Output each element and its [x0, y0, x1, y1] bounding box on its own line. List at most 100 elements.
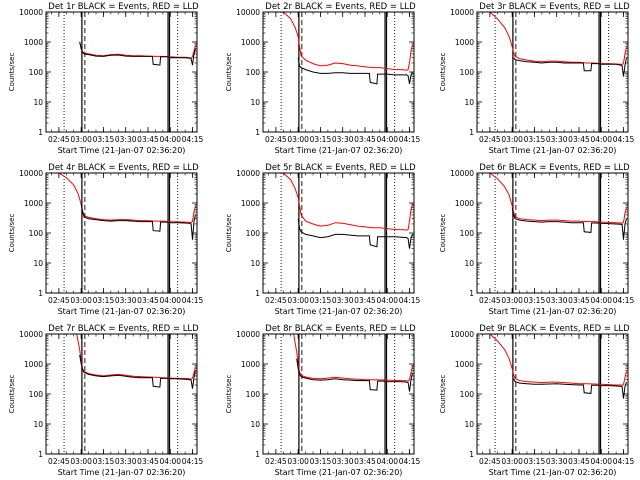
plot-frame	[45, 11, 198, 133]
series-line-events	[513, 57, 627, 77]
x-axis-label: Start Time (21-Jan-07 02:36:20)	[58, 307, 186, 316]
x-tick-label: 03:15	[310, 457, 332, 466]
y-tick-label: 10000	[19, 8, 43, 17]
y-tick-label: 100	[29, 390, 44, 399]
y-tick-label: 1	[469, 128, 474, 137]
y-tick-label: 10	[33, 420, 43, 429]
series-line-lld	[293, 334, 413, 382]
x-tick-label: 03:00	[70, 135, 92, 144]
series-line-events	[80, 204, 196, 240]
x-tick-label: 03:00	[501, 457, 523, 466]
x-tick-label: 03:00	[501, 296, 523, 305]
x-tick-label: 04:15	[613, 135, 635, 144]
x-tick-label: 02:45	[479, 296, 501, 305]
x-tick-label: 04:15	[613, 296, 635, 305]
series-line-events	[79, 41, 196, 66]
chart-panel-4: Det 4r BLACK = Events, RED = LLD Counts/s…	[8, 163, 204, 316]
chart-title: Det 4r BLACK = Events, RED = LLD	[48, 163, 199, 173]
y-tick-label: 1000	[455, 360, 474, 369]
y-tick-label: 100	[246, 229, 261, 238]
y-tick-label: 1000	[241, 360, 260, 369]
y-tick-label: 10000	[450, 330, 474, 339]
y-tick-label: 10	[250, 420, 260, 429]
x-tick-label: 03:15	[93, 457, 115, 466]
series-group	[489, 173, 627, 240]
y-tick-label: 10000	[236, 8, 260, 17]
y-tick-label: 1	[38, 128, 43, 137]
series-line-events	[297, 57, 413, 85]
x-tick-label: 03:45	[137, 457, 159, 466]
x-axis-label: Start Time (21-Jan-07 02:36:20)	[275, 307, 403, 316]
chart-panel-3: Det 3r BLACK = Events, RED = LLD Counts/s…	[439, 2, 635, 155]
x-tick-label: 04:15	[399, 135, 421, 144]
plot-frame	[476, 172, 629, 294]
x-tick-label: 04:15	[613, 457, 635, 466]
x-tick-label: 03:15	[524, 457, 546, 466]
x-tick-label: 03:00	[287, 135, 309, 144]
x-tick-label: 03:30	[332, 296, 354, 305]
y-tick-label: 10000	[236, 330, 260, 339]
x-tick-label: 04:00	[590, 457, 612, 466]
x-tick-label: 03:45	[354, 457, 376, 466]
series-group	[293, 334, 413, 392]
y-tick-label: 10	[250, 259, 260, 268]
x-tick-label: 03:30	[546, 135, 568, 144]
y-axis-label: Counts/sec	[8, 375, 16, 414]
x-tick-label: 04:00	[590, 135, 612, 144]
series-line-events	[79, 354, 196, 389]
y-tick-label: 100	[29, 68, 44, 77]
y-tick-label: 100	[460, 390, 475, 399]
x-tick-label: 03:15	[310, 296, 332, 305]
x-tick-label: 04:15	[182, 457, 204, 466]
x-tick-label: 02:45	[479, 457, 501, 466]
series-group	[79, 41, 196, 66]
x-axis-label: Start Time (21-Jan-07 02:36:20)	[58, 468, 186, 477]
series-line-events	[296, 358, 413, 392]
x-tick-label: 04:00	[376, 296, 398, 305]
series-line-lld	[282, 12, 413, 71]
y-tick-label: 1000	[241, 199, 260, 208]
x-tick-label: 03:45	[137, 296, 159, 305]
series-group	[58, 173, 196, 240]
x-axis-label: Start Time (21-Jan-07 02:36:20)	[275, 146, 403, 155]
x-tick-label: 04:00	[159, 457, 181, 466]
y-tick-label: 10	[33, 259, 43, 268]
x-axis-label: Start Time (21-Jan-07 02:36:20)	[489, 146, 617, 155]
x-tick-label: 03:00	[287, 457, 309, 466]
y-axis-label: Counts/sec	[8, 53, 16, 92]
y-tick-label: 1	[255, 450, 260, 459]
y-tick-label: 1000	[455, 199, 474, 208]
series-group	[76, 334, 196, 389]
chart-panel-7: Det 7r BLACK = Events, RED = LLD Counts/s…	[8, 324, 204, 477]
y-tick-label: 1000	[24, 360, 43, 369]
y-axis-label: Counts/sec	[439, 375, 447, 414]
y-tick-label: 1000	[24, 38, 43, 47]
chart-panel-9: Det 9r BLACK = Events, RED = LLD Counts/s…	[439, 324, 635, 477]
y-tick-label: 10	[464, 420, 474, 429]
series-line-events	[297, 218, 413, 249]
chart-title: Det 3r BLACK = Events, RED = LLD	[479, 2, 630, 12]
y-tick-label: 1	[469, 450, 474, 459]
x-tick-label: 03:30	[115, 457, 137, 466]
plot-frame	[262, 333, 415, 455]
plot-frame	[262, 172, 415, 294]
x-tick-label: 04:15	[399, 296, 421, 305]
plot-frame	[262, 11, 415, 133]
plot-frame	[476, 333, 629, 455]
x-tick-label: 03:45	[568, 135, 590, 144]
series-line-lld	[489, 334, 627, 386]
y-tick-label: 10	[33, 98, 43, 107]
x-tick-label: 02:45	[265, 135, 287, 144]
y-axis-label: Counts/sec	[8, 214, 16, 253]
chart-panel-2: Det 2r BLACK = Events, RED = LLD Counts/s…	[225, 2, 421, 155]
chart-panel-6: Det 6r BLACK = Events, RED = LLD Counts/s…	[439, 163, 635, 316]
y-axis-label: Counts/sec	[439, 53, 447, 92]
x-tick-label: 04:00	[590, 296, 612, 305]
series-line-lld	[489, 173, 627, 224]
y-tick-label: 100	[460, 229, 475, 238]
chart-title: Det 6r BLACK = Events, RED = LLD	[479, 163, 630, 173]
x-axis-label: Start Time (21-Jan-07 02:36:20)	[489, 468, 617, 477]
x-axis-label: Start Time (21-Jan-07 02:36:20)	[489, 307, 617, 316]
x-tick-label: 03:00	[287, 296, 309, 305]
